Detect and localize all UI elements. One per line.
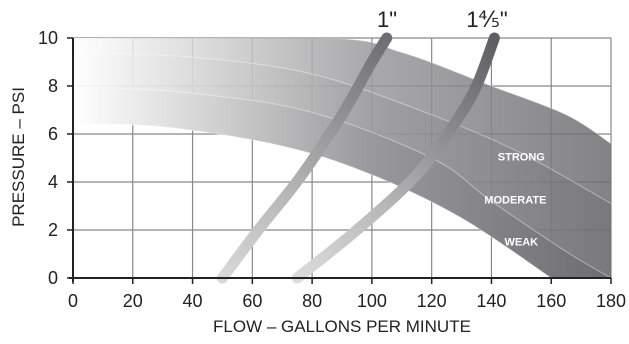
axis-layer: 0 20 40 60 80 100 120 140 160 180 0 2 4 6 8 10 [38, 28, 626, 311]
label-layer: STRONG MODERATE WEAK 1" 1⅘" [377, 7, 546, 249]
pipe-label-1: 1" [377, 7, 397, 32]
y-axis-title: PRESSURE – PSI [9, 87, 28, 227]
y-tick-label: 4 [48, 172, 58, 192]
band-edge [73, 38, 611, 145]
x-axis-title: FLOW – GALLONS PER MINUTE [213, 317, 471, 336]
y-tick-label: 6 [48, 124, 58, 144]
y-tick-label: 0 [48, 268, 58, 288]
band-label-weak: WEAK [505, 237, 539, 249]
pipe-label-2: 1⅘" [466, 7, 507, 32]
x-tick-label: 20 [123, 291, 143, 311]
x-tick-label: 80 [302, 291, 322, 311]
pipe-curve-layer [216, 32, 500, 284]
x-tick-label: 40 [183, 291, 203, 311]
x-tick-label: 60 [242, 291, 262, 311]
x-tick-label: 100 [357, 291, 387, 311]
band-edge [73, 85, 611, 278]
x-tick-label: 0 [68, 291, 78, 311]
y-tick-label: 8 [48, 76, 58, 96]
pipe-curve-2 [291, 32, 500, 284]
band-edge [73, 51, 611, 205]
y-tick-label: 10 [38, 28, 58, 48]
band-strong [73, 38, 611, 204]
pipe-curve-1 [216, 32, 393, 284]
y-tick-label: 2 [48, 220, 58, 240]
band-moderate [73, 52, 611, 278]
band-label-moderate: MODERATE [484, 195, 546, 207]
x-tick-label: 140 [476, 291, 506, 311]
x-tick-label: 160 [536, 291, 566, 311]
band-label-strong: STRONG [498, 151, 545, 163]
x-tick-label: 180 [596, 291, 626, 311]
band-edge [73, 123, 552, 278]
x-tick-label: 120 [417, 291, 447, 311]
